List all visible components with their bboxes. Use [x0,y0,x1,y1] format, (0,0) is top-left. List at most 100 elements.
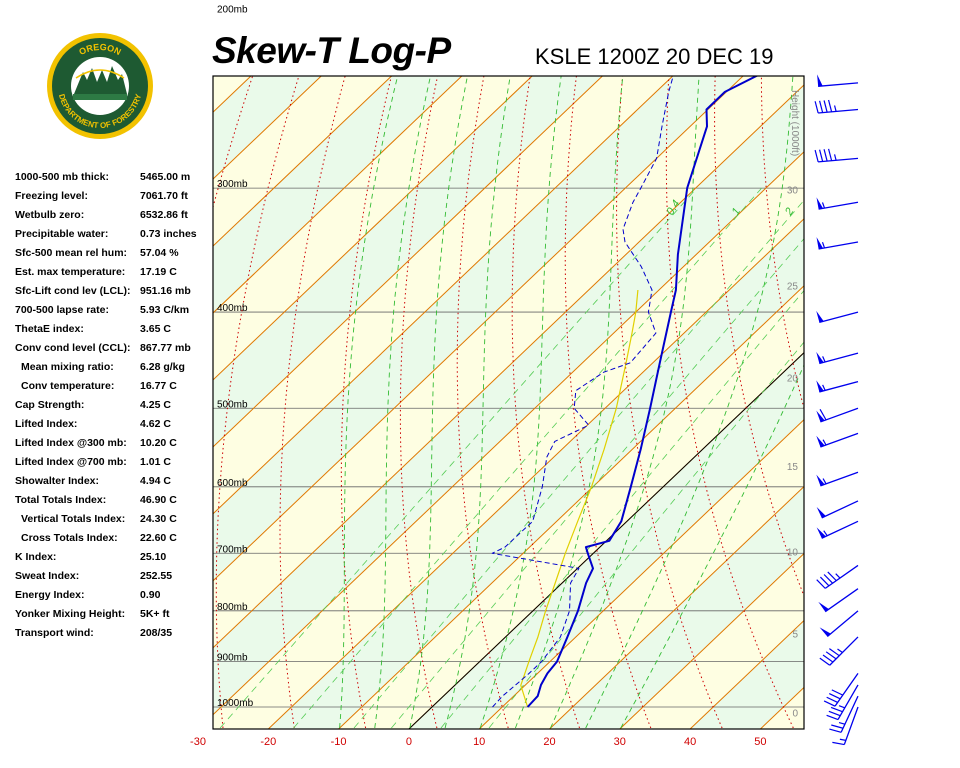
barb-staff [818,241,859,250]
index-value: 867.77 mb [140,342,191,354]
moist-adiabat [479,76,562,729]
pressure-label: 700mb [217,544,248,555]
barb-feather [823,700,836,707]
index-value: 4.25 C [140,399,171,411]
index-value: 5K+ ft [140,608,170,620]
barb-staff [829,636,859,666]
temperature-band [213,151,804,729]
index-label: Yonker Mixing Height: [15,608,126,620]
barb-half-feather [838,705,845,709]
barb-feather [826,714,839,721]
wind-barb [816,500,859,519]
barb-staff [818,201,859,210]
barb-half-feather [838,721,846,725]
barb-feather [819,408,827,421]
barb-staff [824,564,859,589]
barb-feather [814,101,819,114]
pressure-label: 1000mb [217,698,254,709]
moist-adiabat [409,76,468,729]
barb-half-feather [833,154,837,161]
index-label: Sfc-Lift cond lev (LCL): [15,285,131,297]
temperature-tick-label: 10 [473,736,485,748]
index-label: Sweat Index: [15,570,80,582]
mixing-ratio-label: 8 [901,205,915,217]
svg-text:OREGON: OREGON [77,42,122,57]
index-label: ThetaE index: [15,323,84,335]
barb-feather [823,149,828,162]
index-label: Cap Strength: [15,399,85,411]
barb-feather [825,651,837,660]
temperature-band [213,76,804,648]
mixing-ratio-line [488,341,804,729]
temperature-band [831,76,960,729]
isotherm [213,76,392,247]
height-labels: 0 5 10 15 20 25 30 Height (1000ft) [787,90,800,720]
isotherm [213,76,603,448]
barb-pennant [816,237,824,249]
barb-feather [831,724,844,729]
barb-feather [816,579,826,589]
index-label: Conv cond level (CCL): [15,342,131,354]
height-tick-label: 15 [787,462,799,473]
index-value: 7061.70 ft [140,190,188,202]
wind-barb [819,636,859,666]
index-label: Conv temperature: [21,380,115,392]
temperature-tick-label: -10 [331,736,347,748]
barb-staff [819,311,859,324]
index-label: Sfc-500 mean rel hum: [15,247,128,259]
index-label: Cross Totals Index: [21,532,118,544]
temperature-tick-label: 30 [614,736,626,748]
temperature-tick-label: 50 [754,736,766,748]
index-label: Mean mixing ratio: [21,361,114,373]
isotherm [213,151,804,716]
barb-feather [827,148,833,161]
barb-half-feather [835,573,841,579]
barb-feather [828,710,841,717]
barb-staff [843,706,859,745]
barb-half-feather [822,356,826,363]
isotherm [619,552,804,729]
barb-half-feather [822,478,827,485]
barb-half-feather [821,242,826,249]
wind-barb [819,610,859,638]
wind-barb [816,380,859,393]
index-value: 0.90 [140,589,161,601]
isotherm [267,218,804,729]
mixing-ratio-line [219,187,698,729]
barb-feather [827,99,833,112]
barb-half-feather [833,105,837,112]
barb-staff [818,157,859,163]
barb-staff [819,380,859,393]
index-label: Wetbulb zero: [15,209,85,221]
chart-title: Skew-T Log-P [212,30,451,71]
moist-adiabat [620,363,804,729]
index-value: 24.30 C [140,513,177,525]
oregon-forestry-logo: OREGON DEPARTMENT OF FORESTRY [47,33,153,139]
barb-feather [819,576,830,587]
index-value: 16.77 C [140,380,177,392]
barb-half-feather [822,439,827,446]
dry-adiabat [279,76,346,729]
index-value: 57.04 % [140,247,179,259]
mixing-ratio-line [440,289,804,729]
index-value: 252.55 [140,570,173,582]
index-label: Est. max temperature: [15,266,126,278]
dry-adiabat [808,74,960,728]
wind-barb [816,432,859,448]
pressure-label: 600mb [217,478,248,489]
pressure-labels: 200mb 300mb 400mb 500mb 600mb 700mb 800mb 900mb… [217,4,254,709]
index-value: 3.65 C [140,323,171,335]
index-label: Vertical Totals Index: [21,513,126,525]
dewpoint-trace [491,76,674,708]
barb-half-feather [822,384,826,391]
isotherm [213,76,674,515]
barb-pennant [816,527,826,539]
wind-barb [817,74,859,87]
barb-staff [837,684,859,720]
isotherm [213,76,463,314]
wind-barb [816,407,859,423]
moist-adiabat [514,76,624,729]
pressure-label: 500mb [217,399,248,410]
isotherm [213,76,744,582]
dry-adiabat [714,76,804,598]
